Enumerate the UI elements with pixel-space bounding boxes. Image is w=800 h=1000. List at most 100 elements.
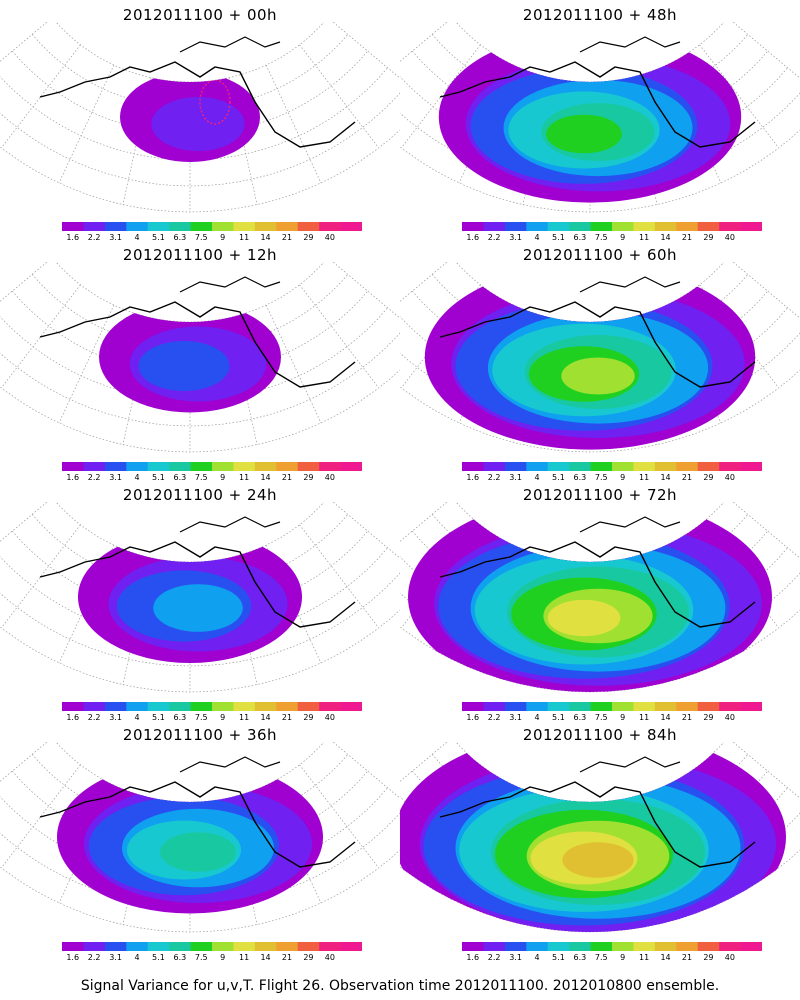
- colorbar-tick-label: 3.1: [109, 713, 122, 722]
- colorbar-labels: 1.6 2.2 3.1 4 5.1 6.3 7.5 9 11 14 21 29 40: [456, 953, 766, 965]
- colorbar-segment: [697, 222, 720, 231]
- colorbar-tick-label: 7.5: [594, 713, 608, 722]
- colorbar-segment: [483, 222, 506, 231]
- colorbar: [62, 462, 362, 471]
- map-panel: 2012011100 + 84h 1.6 2.2 3.1 4 5.1 6.3 7.5 9 11 14…: [400, 720, 800, 962]
- colorbar-tick-label: 40: [324, 713, 335, 722]
- colorbar-segment: [190, 462, 213, 471]
- colorbar-labels: 1.6 2.2 3.1 4 5.1 6.3 7.5 9 11 14 21 29 40: [56, 713, 366, 725]
- colorbar-tick-label: 29: [303, 713, 314, 722]
- colorbar-tick-label: 7.5: [594, 953, 608, 962]
- colorbar-segment: [276, 462, 299, 471]
- colorbar-segment: [569, 462, 592, 471]
- variance-map: [400, 262, 800, 453]
- map-panel: 2012011100 + 48h 1.6 2.2 3.1 4 5.1 6.3 7.5 9 11 14…: [400, 0, 800, 242]
- colorbar: [462, 462, 762, 471]
- panel-title: 2012011100 + 12h: [122, 246, 278, 264]
- colorbar-segment: [340, 942, 362, 951]
- colorbar-tick-label: 5.1: [152, 473, 165, 482]
- colorbar-tick-label: 4: [134, 953, 140, 962]
- colorbar-segment: [504, 222, 527, 231]
- colorbar-segment: [126, 942, 149, 951]
- colorbar-tick-label: 1.6: [466, 953, 480, 962]
- coastline: [39, 61, 356, 148]
- colorbar-tick-label: 29: [703, 713, 714, 722]
- variance-field: [78, 531, 302, 663]
- colorbar-tick-label: 29: [303, 953, 314, 962]
- coastline: [439, 781, 756, 868]
- colorbar-tick-label: 14: [260, 233, 271, 242]
- variance-map: [0, 502, 400, 693]
- coastline: [439, 301, 756, 388]
- panel-title: 2012011100 + 72h: [522, 486, 678, 504]
- colorbar-segment: [526, 942, 549, 951]
- colorbar-tick-label: 5.1: [152, 233, 165, 242]
- colorbar-tick-label: 5.1: [152, 713, 165, 722]
- colorbar-segment: [547, 222, 570, 231]
- coastline: [579, 516, 681, 533]
- colorbar-segment: [254, 222, 277, 231]
- colorbar-segment: [633, 942, 656, 951]
- colorbar-segment: [147, 702, 170, 711]
- colorbar-tick-label: 6.3: [573, 233, 587, 242]
- colorbar-segment: [340, 222, 362, 231]
- colorbar-segment: [654, 462, 677, 471]
- colorbar-segment: [676, 702, 699, 711]
- colorbar-tick-label: 14: [660, 233, 671, 242]
- colorbar-tick-label: 4: [534, 233, 540, 242]
- map-panel: 2012011100 + 24h 1.6 2.2 3.1 4 5.1 6.3 7.5 9 11 14…: [0, 480, 400, 722]
- colorbar-segment: [547, 702, 570, 711]
- colorbar-labels: 1.6 2.2 3.1 4 5.1 6.3 7.5 9 11 14 21 29 40: [456, 473, 766, 485]
- colorbar-tick-label: 40: [724, 473, 735, 482]
- colorbar-segment: [697, 702, 720, 711]
- variance-map: [400, 742, 800, 933]
- map-panel: 2012011100 + 12h 1.6 2.2 3.1 4 5.1 6.3 7.5 9 11 14…: [0, 240, 400, 482]
- colorbar-labels: 1.6 2.2 3.1 4 5.1 6.3 7.5 9 11 14 21 29 40: [56, 473, 366, 485]
- variance-field: [438, 31, 742, 203]
- colorbar-tick-label: 9: [220, 473, 226, 482]
- variance-map: [0, 22, 400, 213]
- colorbar-segment: [233, 942, 256, 951]
- colorbar-segment: [83, 702, 106, 711]
- colorbar-tick-label: 11: [239, 953, 250, 962]
- colorbar-tick-label: 40: [724, 233, 735, 242]
- colorbar-segment: [697, 942, 720, 951]
- variance-field: [120, 72, 260, 162]
- colorbar-tick-label: 11: [639, 713, 650, 722]
- colorbar-tick-label: 1.6: [466, 233, 480, 242]
- colorbar-tick-label: 21: [281, 233, 293, 242]
- colorbar-tick-label: 7.5: [194, 233, 208, 242]
- colorbar-segment: [297, 702, 320, 711]
- coastline: [439, 541, 756, 628]
- colorbar-segment: [526, 222, 549, 231]
- colorbar-tick-label: 40: [724, 953, 735, 962]
- colorbar-segment: [62, 462, 84, 471]
- coastline: [39, 301, 356, 388]
- colorbar-segment: [483, 462, 506, 471]
- colorbar-tick-label: 5.1: [552, 953, 565, 962]
- colorbar-segment: [169, 222, 192, 231]
- colorbar-segment: [83, 222, 106, 231]
- colorbar-tick-label: 1.6: [66, 233, 80, 242]
- colorbar-segment: [676, 942, 699, 951]
- colorbar-segment: [612, 462, 634, 471]
- colorbar-segment: [483, 702, 506, 711]
- colorbar-tick-label: 11: [639, 473, 650, 482]
- variance-field: [424, 264, 756, 450]
- colorbar-segment: [654, 942, 677, 951]
- colorbar-tick-label: 4: [134, 233, 140, 242]
- colorbar-tick-label: 29: [703, 233, 714, 242]
- colorbar-tick-label: 9: [620, 473, 626, 482]
- colorbar-segment: [104, 462, 127, 471]
- variance-field: [408, 502, 772, 693]
- colorbar-tick-label: 11: [239, 713, 250, 722]
- variance-map: [400, 502, 800, 693]
- colorbar-segment: [612, 942, 634, 951]
- colorbar-segment: [590, 222, 613, 231]
- colorbar: [62, 702, 362, 711]
- colorbar-tick-label: 2.2: [487, 473, 501, 482]
- colorbar-tick-label: 40: [724, 713, 735, 722]
- colorbar-labels: 1.6 2.2 3.1 4 5.1 6.3 7.5 9 11 14 21 29 40: [456, 233, 766, 245]
- colorbar-segment: [62, 702, 84, 711]
- colorbar-segment: [169, 942, 192, 951]
